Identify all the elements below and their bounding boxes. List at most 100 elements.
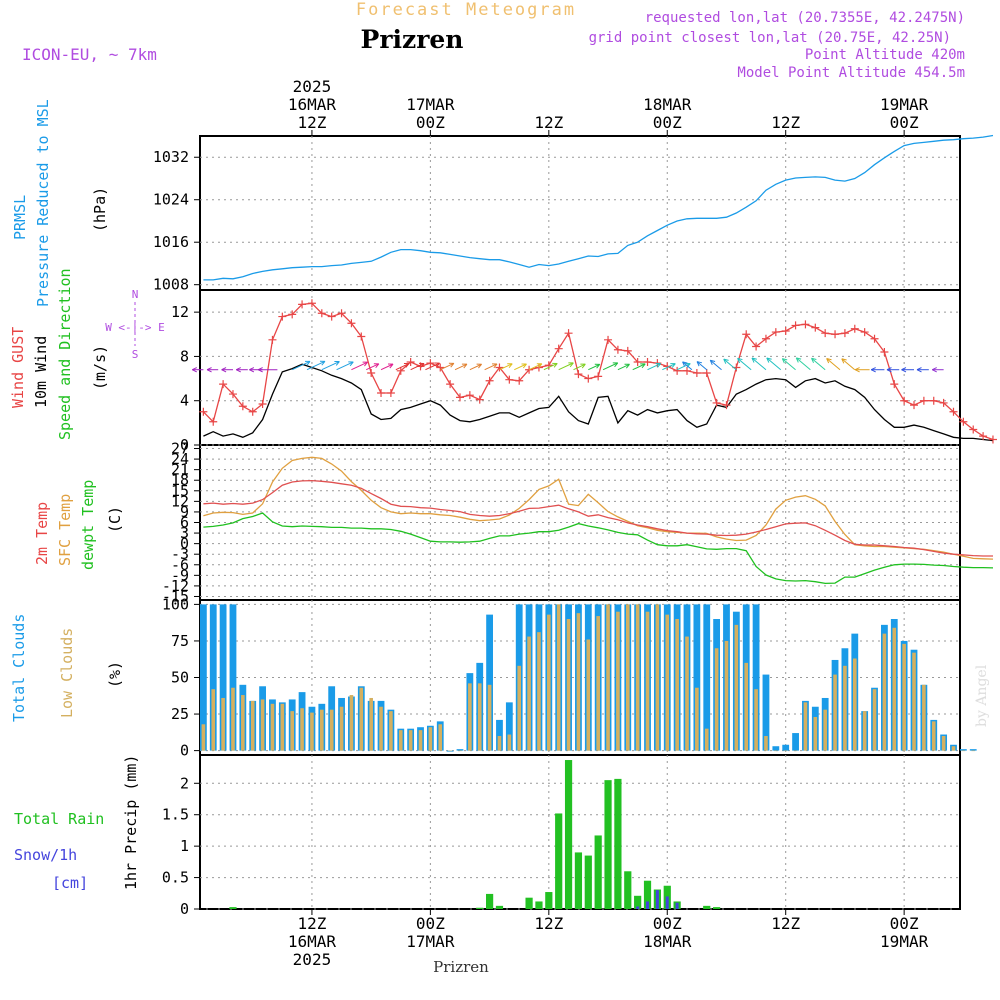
time-label-top: 00Z	[890, 113, 919, 132]
gust-marker	[238, 402, 247, 411]
y-tick-label: 0	[180, 535, 189, 553]
wind-arrow	[632, 363, 646, 371]
total-cloud-bar	[792, 733, 799, 751]
low-cloud-bar	[685, 636, 689, 751]
snow-bar	[655, 890, 659, 909]
wind-arrow	[291, 360, 311, 371]
gust-marker	[327, 312, 336, 321]
low-cloud-bar	[813, 716, 818, 751]
y-tick-label: 24	[171, 450, 189, 468]
low-cloud-bar	[537, 632, 541, 751]
wind-arrow-head	[388, 363, 394, 369]
gust-marker	[475, 395, 484, 404]
gust-marker	[692, 369, 701, 378]
wind-arrow-head	[448, 362, 455, 368]
gust-marker	[436, 363, 445, 372]
gust-marker	[357, 332, 366, 341]
wind-arrow-head	[594, 363, 601, 369]
temp-unit: (C)	[106, 506, 124, 533]
gust-marker	[702, 369, 711, 378]
rain-bar	[229, 907, 237, 909]
wind-arrow-head	[655, 363, 662, 368]
gust-marker	[367, 369, 376, 378]
gust-marker	[742, 330, 751, 339]
low-cloud-bar	[843, 665, 847, 751]
requested-coords: requested lon,lat (20.7355E, 42.2475N)	[645, 10, 965, 26]
rain-bar	[604, 780, 612, 909]
y-tick-label: 1032	[153, 148, 189, 166]
gust-marker	[426, 359, 435, 368]
wind-arrow	[351, 361, 368, 371]
wind-arrow	[440, 362, 455, 371]
y-tick-label: 25	[171, 705, 189, 723]
y-tick-label: 0	[180, 436, 189, 454]
low-cloud-bar	[961, 750, 966, 752]
low-cloud-bar	[556, 604, 561, 751]
rain-bar	[555, 813, 563, 909]
gust-marker	[850, 324, 859, 333]
point-altitude: Point Altitude 420m	[805, 47, 965, 63]
low-cloud-bar	[695, 687, 699, 751]
gust-marker	[683, 366, 691, 375]
y-tick-label: 15	[171, 482, 189, 500]
low-cloud-bar	[754, 689, 758, 751]
gust-marker	[821, 329, 830, 338]
total-cloud-bar	[229, 604, 237, 751]
low-cloud-bar	[971, 750, 976, 752]
wind-arrow-head	[640, 363, 646, 369]
gust-marker	[446, 380, 455, 389]
low-cloud-bar	[616, 611, 620, 751]
pressure-msl-label: Pressure Reduced to MSL	[34, 99, 52, 307]
snow-bar	[636, 906, 640, 909]
gust-marker	[831, 330, 840, 339]
gust-marker	[771, 328, 780, 337]
low-cloud-bar	[902, 643, 906, 751]
precip-bars	[200, 760, 960, 910]
rain-bar	[713, 907, 721, 909]
wind-arrow	[841, 358, 856, 371]
wind-arrow-head	[841, 358, 847, 364]
low-cloud-bar	[606, 604, 610, 751]
wind-arrow	[682, 361, 693, 371]
gust-marker	[643, 357, 652, 366]
wind-unit: (m/s)	[91, 345, 109, 390]
prmsl-line	[203, 134, 994, 281]
gust-marker	[199, 407, 208, 416]
city-title: Prizren	[361, 25, 464, 54]
low-cloud-bar	[951, 746, 956, 751]
wind-arrow	[543, 363, 558, 371]
low-cloud-bar	[941, 735, 946, 751]
wind-arrow-head	[751, 357, 757, 363]
y-tick-label: 1	[180, 837, 189, 855]
gust-marker	[574, 370, 583, 379]
low-cloud-bar	[724, 640, 729, 751]
gust-marker	[613, 345, 622, 354]
low-cloud-bar	[231, 687, 235, 751]
footer-city: Prizren	[433, 958, 489, 976]
wind-arrow-head	[192, 367, 197, 373]
low-cloud-bar	[241, 695, 245, 751]
gust-marker	[298, 300, 307, 309]
gust-marker	[604, 335, 613, 344]
gust-marker	[791, 321, 800, 330]
t2m-label: 2m Temp	[33, 502, 51, 565]
low-clouds-label: Low Clouds	[58, 628, 76, 718]
gust-marker	[840, 329, 849, 338]
total-cloud-bar	[199, 604, 207, 751]
wind-arrow-head	[334, 360, 340, 366]
model-altitude: Model Point Altitude 454.5m	[737, 65, 965, 81]
clouds-unit: (%)	[106, 661, 124, 688]
rain-bar	[594, 835, 602, 909]
low-cloud-bar	[566, 619, 571, 751]
low-cloud-bar	[645, 611, 650, 751]
wind-arrow	[573, 363, 586, 371]
total-clouds-label: Total Clouds	[10, 614, 28, 722]
gridlines	[200, 136, 960, 910]
wind-arrow-head	[624, 363, 630, 369]
low-cloud-bar	[250, 700, 255, 751]
wind-10m-label: 10m Wind	[32, 336, 50, 408]
total-cloud-bar	[496, 719, 503, 751]
wind-arrow	[647, 363, 661, 371]
snow-bar	[675, 902, 679, 909]
t2m-line	[203, 479, 993, 557]
